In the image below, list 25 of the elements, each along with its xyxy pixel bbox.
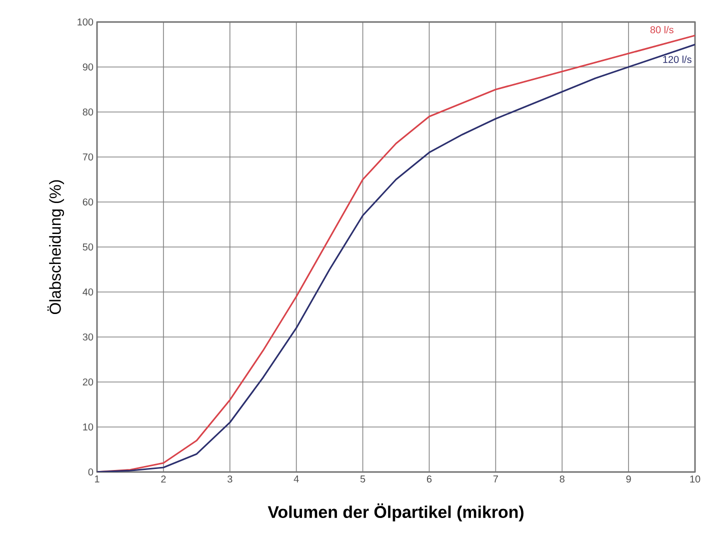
y-tick-label: 10: [83, 423, 94, 431]
x-tick-label: 9: [626, 476, 631, 483]
series-label: 80 l/s: [650, 26, 674, 34]
x-tick-label: 2: [161, 476, 166, 482]
x-tick-label: 10: [690, 476, 700, 483]
y-tick-label: 100: [78, 18, 94, 26]
x-tick-label: 8: [560, 476, 564, 483]
y-axis-title: Ölabscheidung (%): [47, 180, 64, 314]
y-tick-label: 70: [82, 153, 94, 161]
y-tick-label: 0: [88, 468, 94, 476]
y-tick-label: 40: [82, 288, 94, 296]
y-tick-label: 20: [82, 378, 94, 386]
y-tick-label: 50: [82, 243, 94, 251]
x-axis-title: Volumen der Ölpartikel (mikron): [268, 503, 524, 522]
y-tick-label: 30: [82, 333, 94, 341]
x-tick-label: 7: [493, 476, 498, 482]
y-tick-label: 90: [82, 63, 94, 71]
x-tick-label: 4: [294, 476, 299, 482]
y-tick-label: 60: [82, 198, 94, 206]
y-tick-label: 80: [82, 108, 94, 116]
x-tick-label: 6: [426, 476, 432, 483]
x-tick-label: 3: [228, 476, 232, 483]
x-tick-label: 5: [360, 476, 366, 482]
series-label: 120 l/s: [663, 56, 692, 63]
x-tick-label: 1: [95, 476, 100, 482]
